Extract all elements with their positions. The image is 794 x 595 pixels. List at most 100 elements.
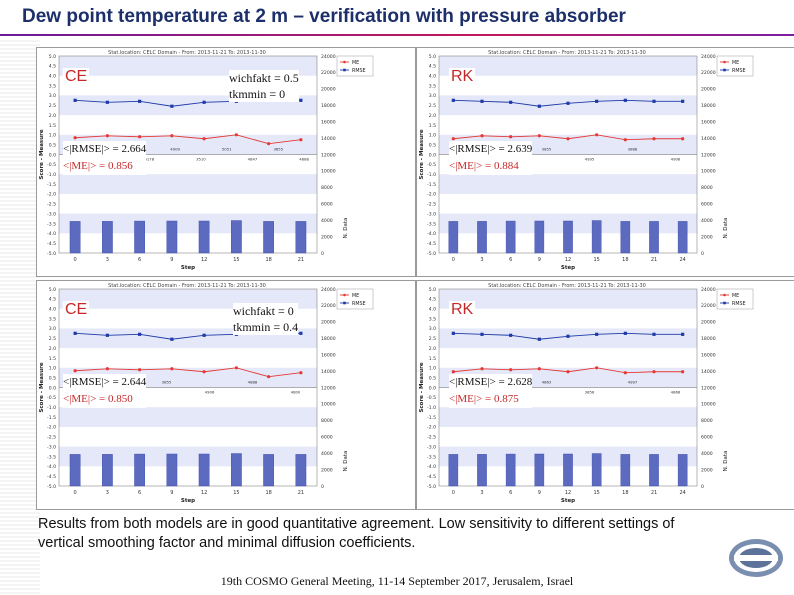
bar-value-label: 4906 xyxy=(205,390,215,395)
x-tick-label: 12 xyxy=(201,490,207,496)
plot-band xyxy=(439,95,697,116)
y-tick-label: -2.0 xyxy=(427,192,436,198)
y-tick-label: 0.0 xyxy=(49,385,56,391)
y-tick-label: -2.5 xyxy=(47,202,56,208)
y2-tick-label: 2000 xyxy=(701,234,713,240)
setting-wichfakt: wichfakt = 0.5 xyxy=(229,71,299,85)
model-label: RK xyxy=(449,68,476,86)
y-tick-label: 0.5 xyxy=(429,375,436,381)
setting-wichfakt: wichfakt = 0 xyxy=(233,304,294,318)
n-data-bar xyxy=(505,220,516,254)
y-tick-label: 4.0 xyxy=(429,74,436,80)
y-tick-label: 2.0 xyxy=(429,346,436,352)
y-tick-label: -3.5 xyxy=(427,221,436,227)
x-tick-label: 6 xyxy=(138,490,141,496)
x-tick-label: 15 xyxy=(593,490,599,496)
plot-band xyxy=(439,328,697,349)
y-tick-label: 2.5 xyxy=(429,103,436,109)
chart-panel-rk-top: Stat.location: CELC Domain - From: 2013-… xyxy=(416,47,794,277)
me-mean: <|ME|> = 0.850 xyxy=(63,393,133,405)
slide-title: Dew point temperature at 2 m – verificat… xyxy=(22,6,626,27)
y-axis-label: Score - Measure xyxy=(419,362,425,412)
y-tick-label: 1.5 xyxy=(49,123,56,129)
summary-text: Results from both models are in good qua… xyxy=(38,516,675,551)
y-axis-label: Score - Measure xyxy=(39,362,45,412)
me-point xyxy=(623,371,627,375)
chart-legend: ME RMSE xyxy=(336,55,374,77)
legend-marker-me xyxy=(343,293,346,297)
y2-tick-label: 0 xyxy=(321,484,324,490)
chart-legend: ME RMSE xyxy=(336,288,374,310)
me-point xyxy=(299,138,303,142)
me-series-line xyxy=(75,367,301,378)
y2-tick-label: 12000 xyxy=(701,152,716,158)
bar-value-label: 4995 xyxy=(585,157,595,162)
x-tick-label: 9 xyxy=(170,257,173,263)
y-tick-label: 0.0 xyxy=(49,152,56,158)
y2-tick-label: 16000 xyxy=(321,119,336,125)
bar-value-label: 3888 xyxy=(628,147,638,152)
legend-marker-me xyxy=(723,60,726,64)
me-point xyxy=(170,367,174,371)
decorative-side-strip xyxy=(0,40,40,595)
y-tick-label: 3.5 xyxy=(49,316,56,322)
x-tick-label: 12 xyxy=(201,257,207,263)
y2-tick-label: 22000 xyxy=(321,303,336,309)
me-point xyxy=(681,137,685,141)
y-tick-label: 3.5 xyxy=(429,83,436,89)
y-tick-label: -4.0 xyxy=(47,231,56,237)
x-tick-label: 24 xyxy=(679,257,685,263)
x-tick-label: 18 xyxy=(265,490,271,496)
n-data-bar xyxy=(563,220,573,254)
y2-tick-label: 2000 xyxy=(321,234,333,240)
y-tick-label: 2.5 xyxy=(429,336,436,342)
y2-tick-label: 24000 xyxy=(701,54,716,60)
me-point xyxy=(202,370,206,374)
y2-tick-label: 18000 xyxy=(321,336,336,342)
rmse-point xyxy=(566,101,570,105)
chart-header: Stat.location: CELC Domain - From: 2013-… xyxy=(488,283,646,289)
chart-panel-ce-top: Stat.location: CELC Domain - From: 2013-… xyxy=(36,47,416,277)
rmse-point xyxy=(652,99,656,103)
plot-band xyxy=(439,407,697,427)
me-point xyxy=(73,369,77,373)
y2-tick-label: 16000 xyxy=(701,119,716,125)
y-tick-label: 4.5 xyxy=(49,297,56,303)
n-data-bar xyxy=(591,220,602,254)
n-data-bar xyxy=(263,454,274,487)
y-tick-label: 2.0 xyxy=(429,113,436,119)
stats-box: <|RMSE|> = 2.628 <|ME|> = 0.875 xyxy=(449,374,533,408)
model-label: RK xyxy=(449,301,476,319)
x-tick-label: 18 xyxy=(622,257,628,263)
me-mean: <|ME|> = 0.856 xyxy=(63,160,133,172)
bar-value-label: 4800 xyxy=(291,390,301,395)
x-tick-label: 9 xyxy=(538,490,541,496)
chart-legend: ME RMSE xyxy=(716,288,754,310)
chart-panel-rk-bottom: Stat.location: CELC Domain - From: 2013-… xyxy=(416,280,794,510)
rmse-point xyxy=(105,100,109,104)
legend-marker-rmse xyxy=(343,68,346,72)
bar-value-label: 5178 xyxy=(144,157,154,162)
y-tick-label: -0.5 xyxy=(427,162,436,168)
x-tick-label: 15 xyxy=(233,490,239,496)
me-point xyxy=(234,133,238,137)
chart-panel-ce-bottom: Stat.location: CELC Domain - From: 2013-… xyxy=(36,280,416,510)
model-label: CE xyxy=(63,301,90,319)
y-tick-label: -2.5 xyxy=(427,435,436,441)
y-tick-label: -1.5 xyxy=(427,415,436,421)
n-data-bar xyxy=(534,453,545,487)
me-mean: <|ME|> = 0.875 xyxy=(449,393,519,405)
n-data-bar xyxy=(477,454,487,487)
y-tick-label: -4.5 xyxy=(427,474,436,480)
x-tick-label: 6 xyxy=(509,257,512,263)
rmse-point xyxy=(537,337,541,341)
y-tick-label: -4.5 xyxy=(427,241,436,247)
y-tick-label: -1.0 xyxy=(47,172,56,178)
y2-tick-label: 12000 xyxy=(701,385,716,391)
n-data-bar xyxy=(134,220,145,254)
y2-axis-label: N. Data xyxy=(343,451,349,472)
x-tick-label: 0 xyxy=(452,257,455,263)
n-data-bar xyxy=(295,454,307,487)
legend-marker-rmse xyxy=(343,301,346,305)
settings-box: wichfakt = 0.5 tkmmin = 0 xyxy=(229,70,299,102)
